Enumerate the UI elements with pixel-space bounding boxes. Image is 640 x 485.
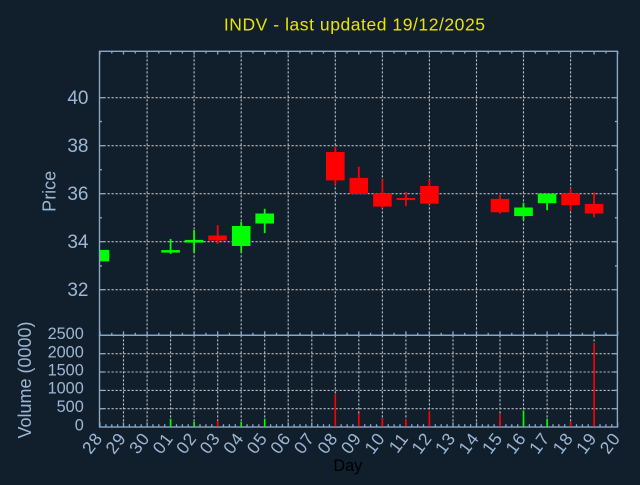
svg-text:Day: Day [333,457,363,475]
svg-text:1000: 1000 [48,380,84,398]
svg-text:0: 0 [75,416,84,434]
svg-text:2500: 2500 [48,325,84,343]
svg-text:1500: 1500 [48,362,84,380]
svg-text:34: 34 [67,232,89,253]
svg-text:36: 36 [67,184,88,205]
svg-text:INDV - last updated 19/12/2025: INDV - last updated 19/12/2025 [224,15,486,35]
svg-text:Volume (0000): Volume (0000) [15,321,35,438]
svg-text:40: 40 [67,88,88,109]
svg-text:Price: Price [40,171,60,212]
svg-text:500: 500 [57,398,84,416]
svg-text:2000: 2000 [48,343,84,361]
svg-text:38: 38 [67,136,88,157]
svg-text:32: 32 [67,280,88,301]
